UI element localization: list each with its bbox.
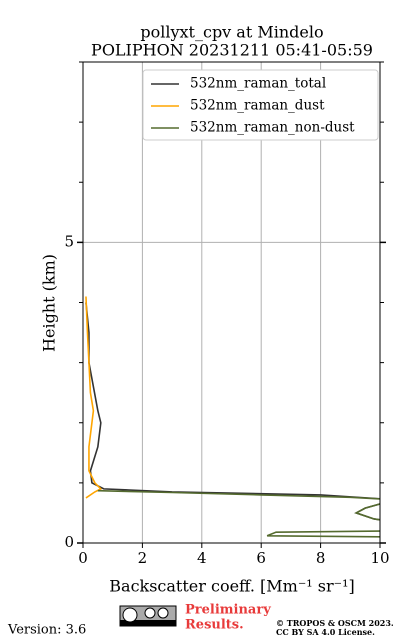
copyright: © TROPOS & OSCM 2023. <box>276 618 394 628</box>
plot-area <box>85 296 380 538</box>
legend-label: 532nm_raman_non-dust <box>190 120 355 136</box>
x-tick-label: 8 <box>316 549 326 567</box>
profile-line <box>85 296 103 499</box>
copyright: CC BY SA 4.0 License. <box>276 627 375 637</box>
y-axis-label: Height (km) <box>40 254 59 352</box>
cc-logo <box>119 605 177 627</box>
preliminary: Preliminary <box>185 603 271 618</box>
profile-line <box>85 302 380 521</box>
legend-label: 532nm_raman_dust <box>190 98 325 114</box>
y-tick-label: 5 <box>64 232 74 250</box>
legend-label: 532nm_raman_total <box>190 76 326 92</box>
x-tick-label: 10 <box>370 549 389 567</box>
legend-box <box>142 69 379 141</box>
chart-title: pollyxt_cpv at Mindelo <box>140 23 323 42</box>
profile-line <box>97 489 380 538</box>
x-tick-label: 0 <box>78 549 88 567</box>
x-tick-label: 6 <box>256 549 266 567</box>
preliminary: Results. <box>185 618 244 633</box>
x-axis-label: Backscatter coeff. [Mm⁻¹ sr⁻¹] <box>109 577 354 596</box>
axes-frame <box>82 61 381 544</box>
chart-title: POLIPHON 20231211 05:41-05:59 <box>91 41 373 60</box>
x-tick-label: 4 <box>197 549 207 567</box>
version: Version: 3.6 <box>7 623 86 638</box>
x-tick-label: 2 <box>138 549 148 567</box>
y-tick-label: 0 <box>64 533 74 551</box>
